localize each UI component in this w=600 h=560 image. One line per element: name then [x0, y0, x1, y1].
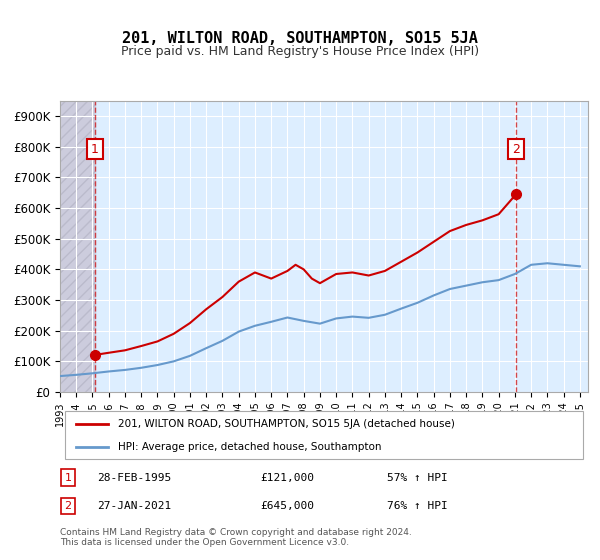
Text: 57% ↑ HPI: 57% ↑ HPI	[388, 473, 448, 483]
Text: 2: 2	[512, 143, 520, 156]
Text: Price paid vs. HM Land Registry's House Price Index (HPI): Price paid vs. HM Land Registry's House …	[121, 45, 479, 58]
Text: £121,000: £121,000	[260, 473, 314, 483]
Bar	[60, 101, 95, 392]
Text: 1: 1	[91, 143, 99, 156]
Text: 28-FEB-1995: 28-FEB-1995	[97, 473, 171, 483]
Text: Contains HM Land Registry data © Crown copyright and database right 2024.
This d: Contains HM Land Registry data © Crown c…	[60, 528, 412, 547]
Bar	[60, 101, 95, 392]
Text: HPI: Average price, detached house, Southampton: HPI: Average price, detached house, Sout…	[118, 442, 382, 452]
Text: £645,000: £645,000	[260, 501, 314, 511]
Text: 201, WILTON ROAD, SOUTHAMPTON, SO15 5JA (detached house): 201, WILTON ROAD, SOUTHAMPTON, SO15 5JA …	[118, 419, 455, 429]
Text: 76% ↑ HPI: 76% ↑ HPI	[388, 501, 448, 511]
FancyBboxPatch shape	[65, 412, 583, 459]
Text: 27-JAN-2021: 27-JAN-2021	[97, 501, 171, 511]
Text: 2: 2	[64, 501, 71, 511]
Text: 201, WILTON ROAD, SOUTHAMPTON, SO15 5JA: 201, WILTON ROAD, SOUTHAMPTON, SO15 5JA	[122, 31, 478, 46]
Text: 1: 1	[64, 473, 71, 483]
